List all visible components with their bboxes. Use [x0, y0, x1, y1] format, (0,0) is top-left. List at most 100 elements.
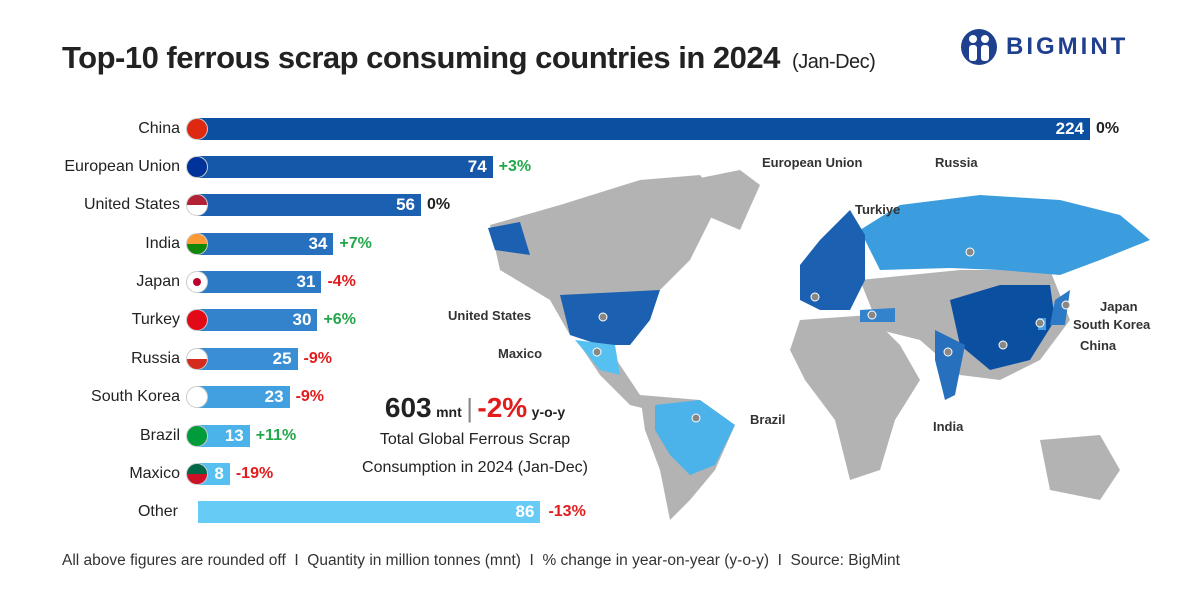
africa-shape: [790, 315, 920, 480]
country-label: India: [145, 235, 180, 252]
bar-value: 56: [396, 195, 415, 214]
total-change: -2%: [477, 392, 528, 423]
bar-value: 13: [224, 426, 244, 445]
turkiye-dot: [867, 310, 877, 320]
change-label: -9%: [303, 350, 332, 367]
brazil-shape: [655, 400, 735, 475]
map-label-russia: Russia: [935, 155, 978, 170]
bar-row: Maxico 8 -19%: [0, 463, 1200, 485]
sk-dot: [1035, 318, 1045, 328]
total-unit: mnt: [436, 404, 462, 420]
bar-row: United States 56 0%: [0, 194, 1200, 216]
bar: 224: [198, 118, 1090, 140]
russia-shape: [860, 195, 1150, 275]
map-label-us: United States: [448, 308, 532, 323]
total-desc-1: Total Global Ferrous Scrap: [379, 431, 571, 448]
bar: 23: [198, 386, 290, 408]
bar-row: Brazil 13 +11%: [0, 425, 1200, 447]
logo-icon: [961, 29, 997, 65]
bar-row: Russia 25 -9%: [0, 348, 1200, 370]
map-label-mexico: Maxico: [498, 346, 543, 361]
bar-value: 74: [467, 157, 487, 176]
bar-row: Other 86 -13%: [0, 501, 1200, 523]
turkey-shape: [860, 308, 895, 322]
country-label: European Union: [64, 158, 180, 175]
india-shape: [935, 330, 965, 400]
bar-row: China 224 0%: [0, 118, 1200, 140]
china-dot: [998, 340, 1008, 350]
bar-value: 25: [272, 349, 292, 368]
bar: 86: [198, 501, 541, 523]
flag-icon: [186, 386, 208, 408]
flag-icon: [186, 194, 208, 216]
map-label-brazil: Brazil: [750, 412, 786, 427]
page-title: Top-10 ferrous scrap consuming countries…: [62, 40, 876, 76]
bar-row: India 34 +7%: [0, 233, 1200, 255]
total-change-unit: y-o-y: [531, 404, 566, 420]
bar-value: 34: [308, 234, 328, 253]
bar: 30: [198, 309, 318, 331]
map-label-japan: Japan: [1100, 299, 1138, 314]
bar-value: 23: [264, 387, 284, 406]
country-label: Russia: [131, 350, 180, 367]
change-label: +7%: [339, 235, 372, 252]
japan-shape: [1050, 290, 1070, 325]
country-label: South Korea: [91, 388, 180, 405]
north-america-shape: [490, 175, 720, 340]
country-label: Japan: [136, 273, 180, 290]
usa-shape: [560, 290, 660, 345]
total-summary: 603 mnt | -2% y-o-y Total Global Ferrous…: [340, 392, 610, 480]
footer-note: All above figures are rounded off I Quan…: [62, 552, 900, 569]
bar-value: 86: [515, 502, 535, 521]
bar: 34: [198, 233, 334, 255]
eu-shape: [800, 210, 865, 310]
change-label: +11%: [255, 427, 297, 444]
change-label: -4%: [327, 273, 356, 290]
flag-icon: [186, 463, 208, 485]
change-label: 0%: [1096, 120, 1120, 137]
japan-dot: [1061, 300, 1071, 310]
change-label: +6%: [323, 311, 356, 328]
bar: 13: [198, 425, 250, 447]
total-desc-2: Consumption in 2024 (Jan-Dec): [362, 459, 588, 476]
title-suffix: (Jan-Dec): [792, 51, 876, 73]
map-label-south-korea: South Korea: [1073, 317, 1151, 332]
bar-value: 8: [214, 464, 224, 483]
change-label: -9%: [295, 388, 325, 405]
country-label: United States: [83, 196, 180, 213]
mexico-shape: [575, 340, 620, 375]
country-label: Maxico: [129, 465, 180, 482]
eu-dot: [810, 292, 820, 302]
divider: |: [466, 393, 473, 423]
bar-value: 30: [292, 310, 312, 329]
greenland-shape: [690, 170, 760, 230]
flag-icon: [186, 233, 208, 255]
flag-icon: [186, 309, 208, 331]
country-label: China: [138, 120, 180, 137]
bar: 74: [198, 156, 493, 178]
total-value: 603: [384, 392, 432, 423]
country-label: Turkey: [131, 311, 180, 328]
flag-icon: [186, 118, 208, 140]
bigmint-logo: BIGMINT: [960, 28, 1128, 66]
bar: 56: [198, 194, 421, 216]
country-label: Other: [137, 503, 178, 520]
flag-icon: [186, 348, 208, 370]
bar-row: Turkey 30 +6%: [0, 309, 1200, 331]
bar: 25: [198, 348, 298, 370]
map-label-eu: European Union: [762, 155, 863, 170]
china-shape: [950, 285, 1055, 370]
bar-row: Japan 31 -4%: [0, 271, 1200, 293]
brazil-dot: [691, 413, 701, 423]
usa-alaska-shape: [488, 222, 530, 255]
title-text: Top-10 ferrous scrap consuming countries…: [62, 40, 780, 75]
flag-icon: [186, 156, 208, 178]
change-label: 0%: [427, 196, 451, 213]
map-label-china: China: [1080, 338, 1117, 353]
bar-value: 31: [296, 272, 316, 291]
change-label: -13%: [548, 503, 586, 520]
russia-dot: [965, 247, 975, 257]
flag-icon: [186, 271, 208, 293]
